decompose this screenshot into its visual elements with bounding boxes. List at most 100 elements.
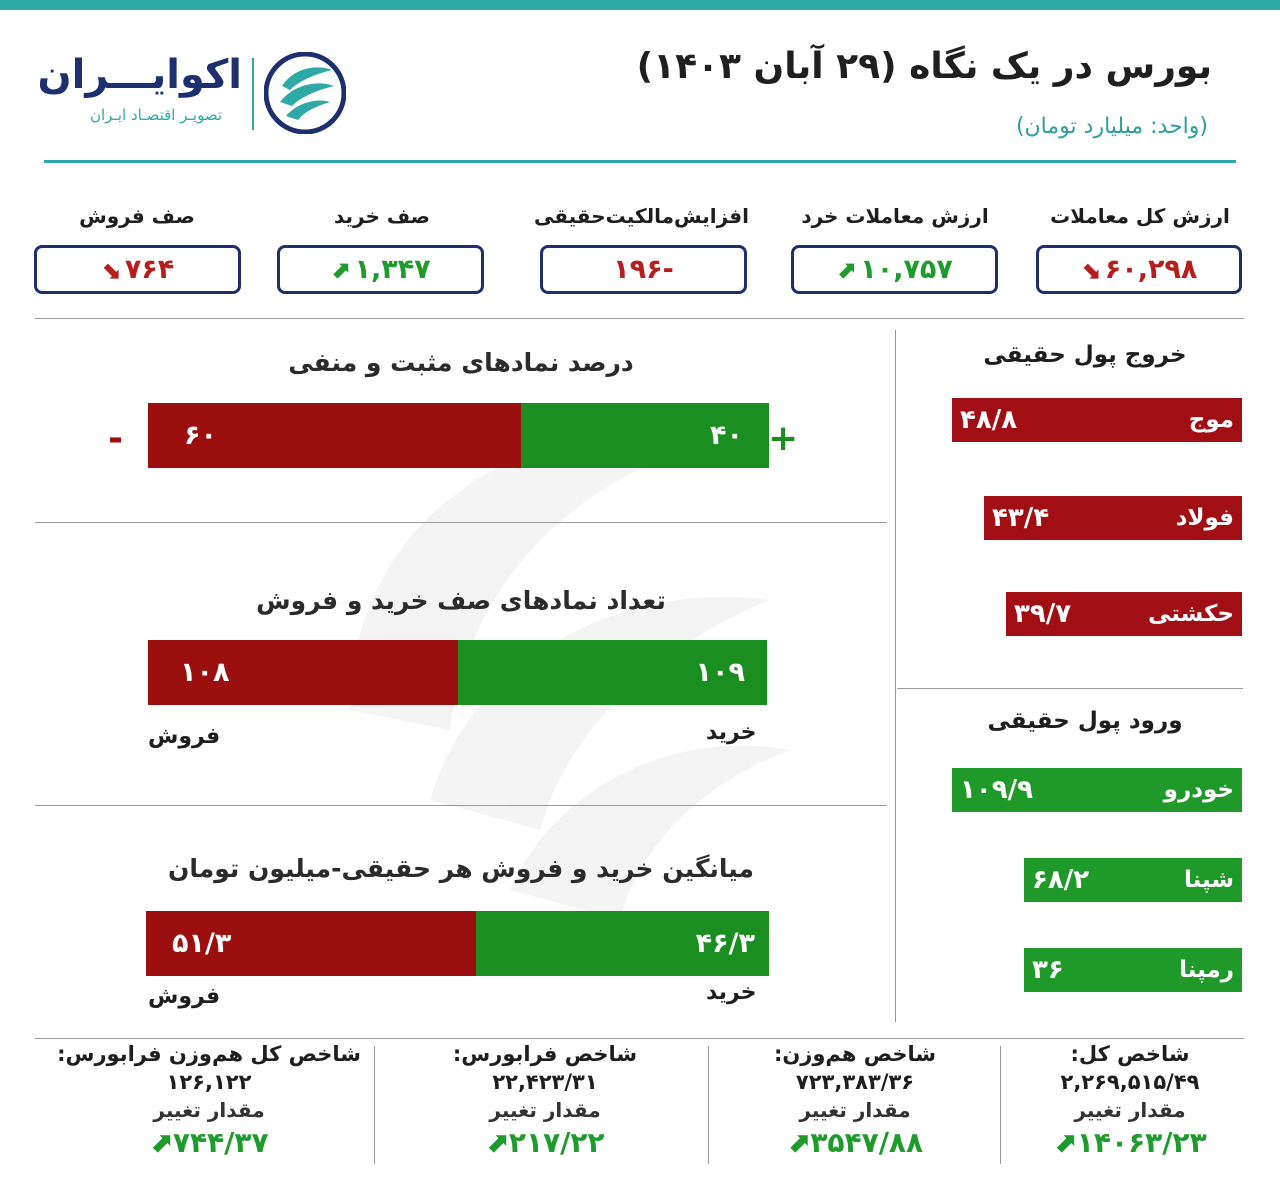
index-change-label: مقدار تغییر	[489, 1098, 601, 1122]
unit-note: (واحد: میلیارد تومان)	[1015, 114, 1208, 139]
divider-section-1	[35, 522, 887, 523]
inflow-amount: ۱۰۹/۹	[960, 775, 1033, 805]
brand-separator	[252, 58, 254, 130]
inflow-amount: ۶۸/۲	[1032, 865, 1090, 895]
header-divider	[44, 160, 1236, 163]
index-change-value: ۱۴۰۶۳/۲۳	[1076, 1126, 1207, 1159]
index-change: ۱۴۰۶۳/۲۳⬈	[1010, 1126, 1250, 1159]
inflow-amount: ۳۶	[1032, 955, 1064, 985]
positive-percent: ۴۰	[710, 420, 743, 451]
kpi-sell-queue: ۷۶۴ ⬊	[34, 245, 241, 294]
index-farabourse-equal-weight: شاخص کل هم‌وزن فرابورس: ۱۲۶,۱۲۲ مقدار تغ…	[44, 1042, 374, 1159]
kpi-sell-queue-label: صف فروش	[79, 204, 195, 228]
inflow-bar: شپنا ۶۸/۲	[1024, 858, 1242, 902]
negative-percent: ۶۰	[184, 420, 217, 451]
inflow-bar: رمپنا ۳۶	[1024, 948, 1242, 992]
index-value: ۱۲۶,۱۲۲	[166, 1070, 252, 1094]
index-value: ۲۲,۴۲۳/۳۱	[492, 1070, 598, 1094]
index-value: ۷۲۳,۳۸۳/۳۶	[795, 1070, 915, 1094]
index-change-value: ۲۱۷/۲۲	[508, 1126, 605, 1159]
brand-tagline: تصویـر اقتصـاد ایـران	[89, 106, 223, 124]
outflow-symbol: حکشتی	[1147, 601, 1234, 627]
arrow-down-icon: ⬊	[1080, 255, 1101, 284]
index-farabourse: شاخص فرابورس: ۲۲,۴۲۳/۳۱ مقدار تغییر ۲۱۷/…	[400, 1042, 690, 1159]
outflow-amount: ۳۹/۷	[1014, 599, 1072, 629]
kpi-real-ownership: -۱۹۶	[540, 245, 747, 294]
kpi-total-value-label: ارزش کل معاملات	[1050, 204, 1230, 228]
kpi-retail-value-number: ۱۰,۷۵۷	[860, 254, 953, 285]
outflow-symbol: فولاد	[1175, 505, 1234, 531]
arrow-up-icon: ⬈	[485, 1126, 509, 1159]
brand-logo-icon	[264, 52, 346, 134]
index-change-value: ۳۵۴۷/۸۸	[810, 1126, 924, 1159]
index-title: شاخص فرابورس:	[452, 1042, 638, 1066]
divider-index-2	[708, 1046, 709, 1164]
outflow-symbol: موج	[1188, 407, 1234, 433]
kpi-total-value-number: ۶۰,۲۹۸	[1104, 254, 1198, 285]
avg-buy-value: ۴۶/۳	[695, 928, 755, 959]
buy-queue-count: ۱۰۹	[695, 657, 745, 688]
outflow-title: خروج پول حقیقی	[983, 342, 1187, 368]
brand-name: اکوایـــران	[37, 52, 242, 98]
avg-title: میانگین خرید و فروش هر حقیقی-میلیون توما…	[168, 854, 754, 883]
outflow-bar: فولاد ۴۳/۴	[984, 496, 1242, 540]
arrow-up-icon: ⬈	[330, 255, 351, 284]
index-title: شاخص هم‌وزن:	[773, 1042, 937, 1066]
queues-bar: ۱۰۸ ۱۰۹	[148, 640, 767, 705]
outflow-bar: موج ۴۸/۸	[952, 398, 1242, 442]
sell-queue-label: فروش	[148, 724, 221, 749]
outflow-amount: ۴۸/۸	[960, 405, 1018, 435]
outflow-amount: ۴۳/۴	[992, 503, 1050, 533]
index-change-value: ۷۴۴/۳۷	[172, 1126, 269, 1159]
index-change-label: مقدار تغییر	[1074, 1098, 1186, 1122]
pos-neg-bar: ۶۰ ۴۰	[148, 403, 769, 468]
plus-sign: +	[768, 418, 799, 459]
divider-index-1	[1000, 1046, 1001, 1164]
arrow-down-icon: ⬊	[100, 255, 121, 284]
avg-buy-label: خرید	[706, 980, 757, 1005]
arrow-up-icon: ⬈	[786, 1126, 811, 1159]
index-change: ۷۴۴/۳۷⬈	[44, 1126, 374, 1159]
index-total: شاخص کل: ۲,۲۶۹,۵۱۵/۴۹ مقدار تغییر ۱۴۰۶۳/…	[1010, 1042, 1250, 1159]
divider-indices	[35, 1038, 1244, 1039]
arrow-up-icon: ⬈	[1053, 1126, 1077, 1159]
kpi-real-ownership-number: -۱۹۶	[613, 254, 674, 285]
arrow-up-icon: ⬈	[149, 1126, 173, 1159]
index-change: ۲۱۷/۲۲⬈	[400, 1126, 690, 1159]
negative-segment: ۶۰	[148, 403, 521, 468]
buy-queue-segment: ۱۰۹	[457, 640, 767, 705]
index-equal-weight: شاخص هم‌وزن: ۷۲۳,۳۸۳/۳۶ مقدار تغییر ۳۵۴۷…	[720, 1042, 990, 1159]
outflow-bar: حکشتی ۳۹/۷	[1006, 592, 1242, 636]
page-title: بورس در یک نگاه (۲۹ آبان ۱۴۰۳)	[636, 46, 1212, 87]
index-change-label: مقدار تغییر	[153, 1098, 265, 1122]
arrow-up-icon: ⬈	[836, 255, 857, 284]
inflow-bar: خودرو ۱۰۹/۹	[952, 768, 1242, 812]
pos-neg-title: درصد نمادهای مثبت و منفی	[288, 348, 634, 377]
kpi-buy-queue-label: صف خرید	[333, 204, 431, 228]
kpi-buy-queue: ۱,۳۴۷ ⬈	[277, 245, 484, 294]
divider-flows	[897, 688, 1243, 689]
kpi-retail-value: ۱۰,۷۵۷ ⬈	[791, 245, 998, 294]
avg-sell-value: ۵۱/۳	[172, 928, 232, 959]
sell-queue-count: ۱۰۸	[180, 657, 230, 688]
index-title: شاخص کل:	[1070, 1042, 1190, 1066]
index-change-label: مقدار تغییر	[799, 1098, 911, 1122]
kpi-total-value: ۶۰,۲۹۸ ⬊	[1036, 245, 1242, 294]
avg-sell-segment: ۵۱/۳	[146, 911, 477, 976]
buy-queue-label: خرید	[706, 720, 757, 745]
avg-bar: ۵۱/۳ ۴۶/۳	[146, 911, 769, 976]
avg-sell-label: فروش	[148, 984, 221, 1009]
inflow-symbol: شپنا	[1183, 867, 1234, 893]
kpi-retail-value-label: ارزش معاملات خرد	[801, 204, 989, 228]
sell-queue-segment: ۱۰۸	[148, 640, 458, 705]
divider-section-2	[35, 805, 887, 806]
avg-buy-segment: ۴۶/۳	[476, 911, 769, 976]
positive-segment: ۴۰	[520, 403, 769, 468]
minus-sign: -	[108, 418, 123, 459]
divider-vertical	[895, 330, 896, 1022]
inflow-symbol: رمپنا	[1179, 957, 1234, 983]
kpi-buy-queue-number: ۱,۳۴۷	[354, 254, 431, 285]
divider-index-3	[374, 1046, 375, 1164]
divider-kpis	[35, 318, 1244, 319]
queues-title: تعداد نمادهای صف خرید و فروش	[256, 586, 666, 615]
